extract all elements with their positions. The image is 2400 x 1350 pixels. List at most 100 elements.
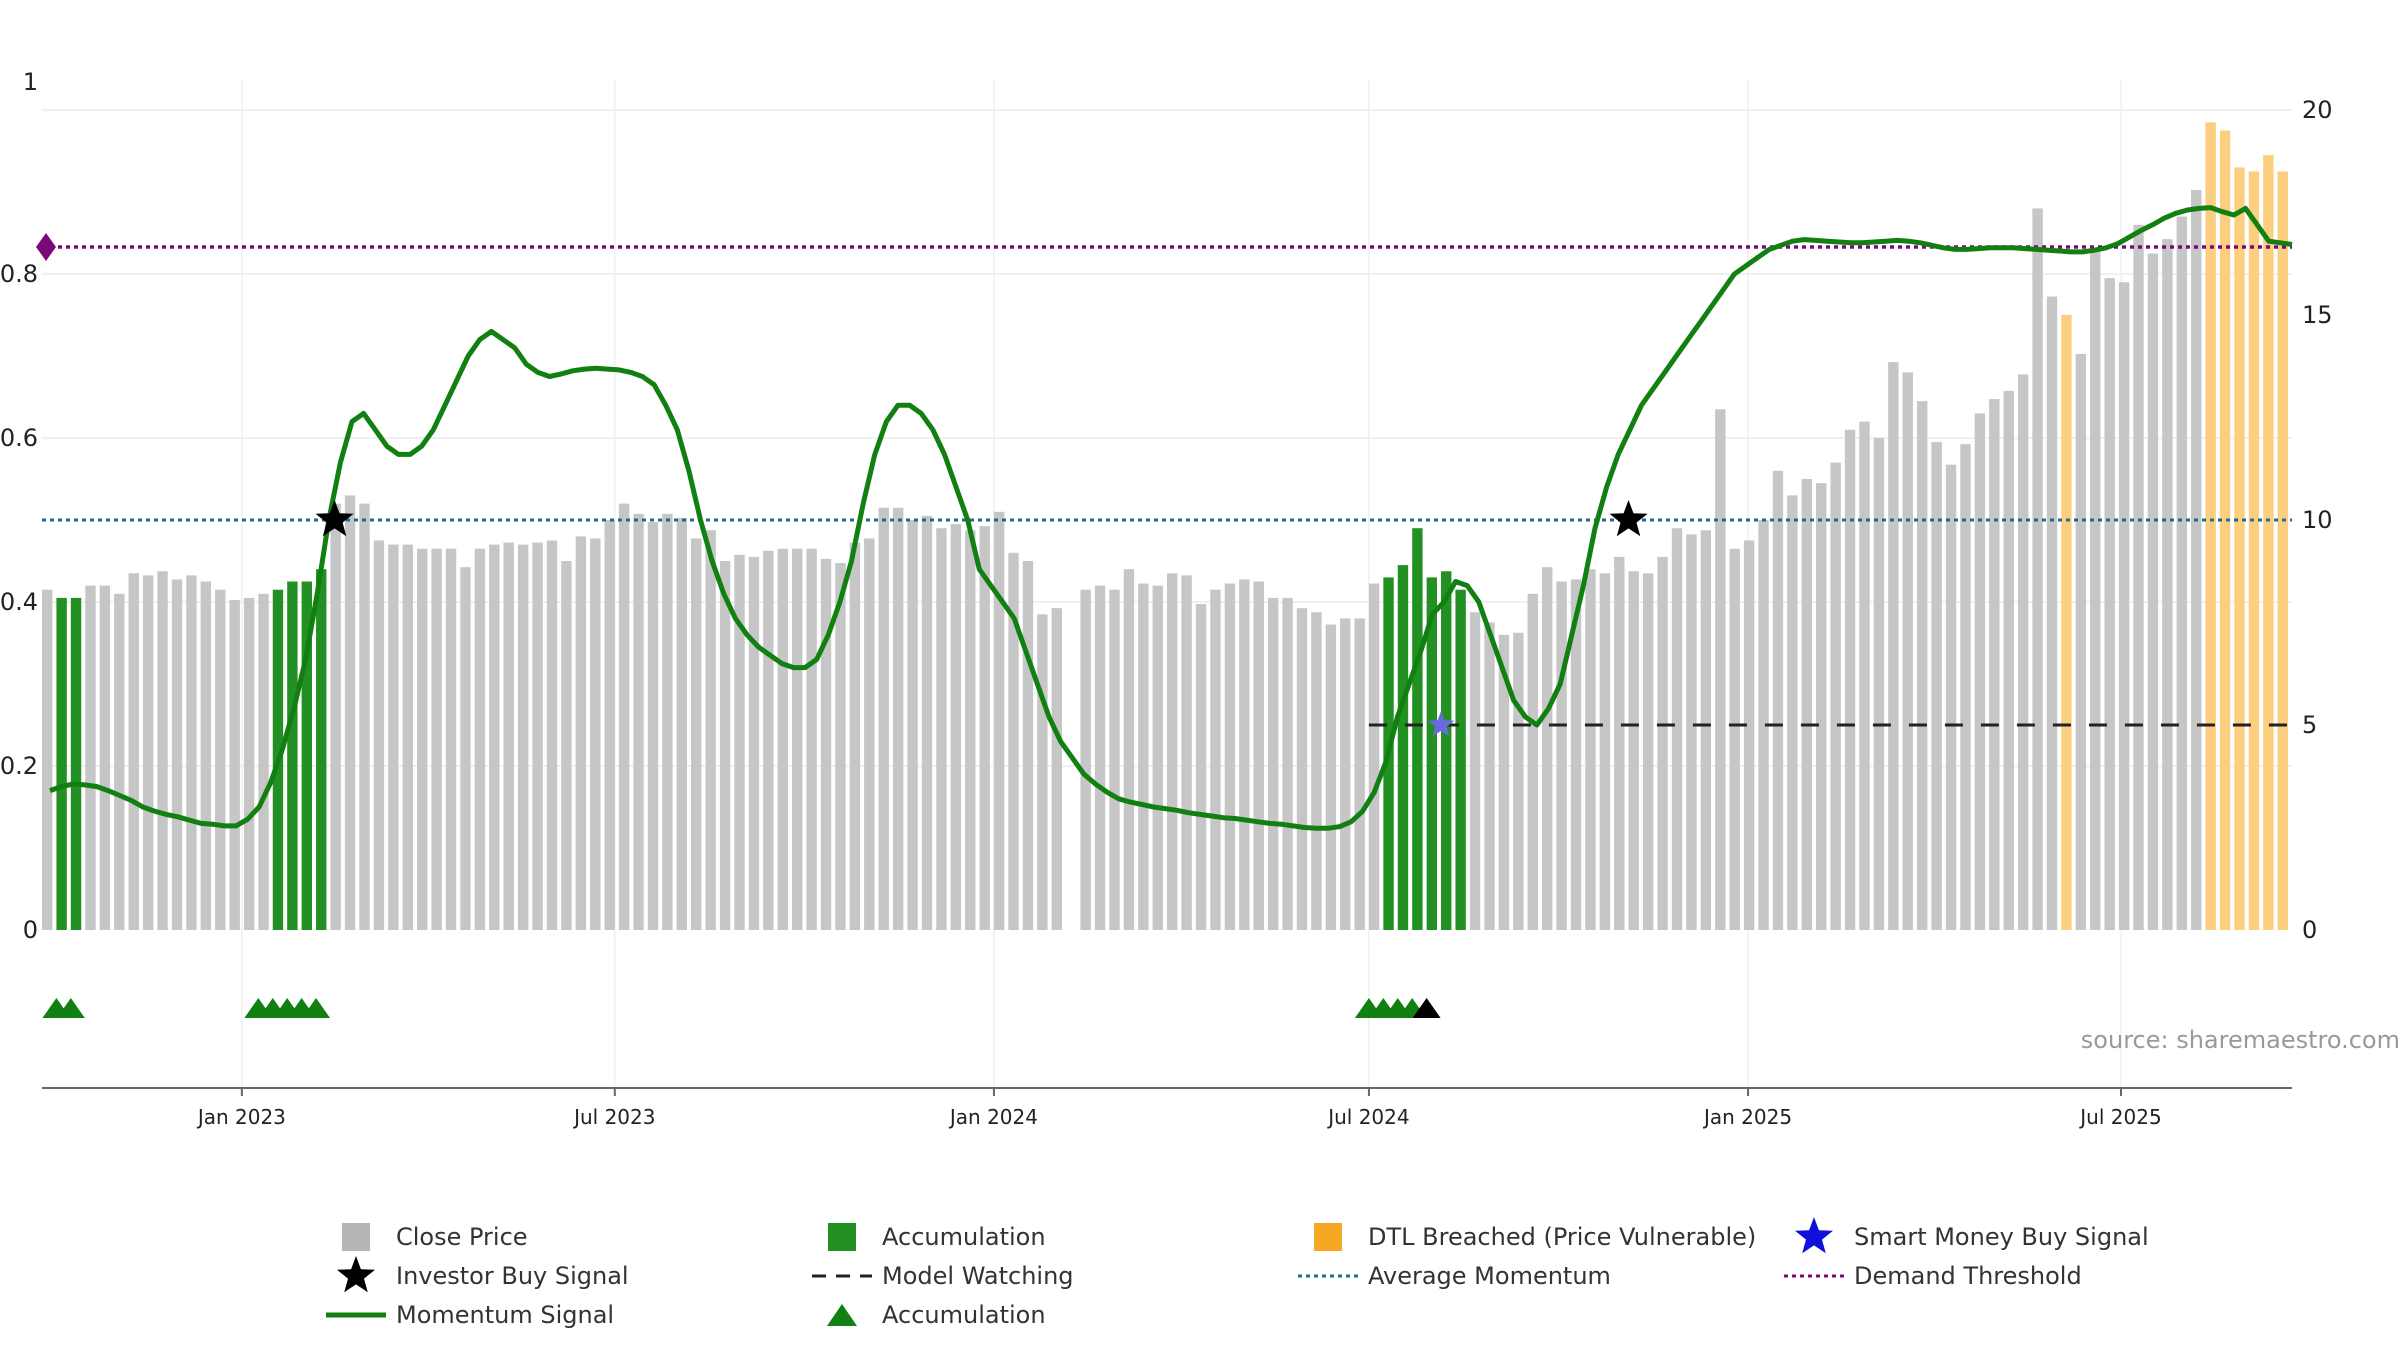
price-bar <box>1311 612 1322 930</box>
y-left-tick-label: 1 <box>23 68 38 96</box>
price-bar <box>2046 296 2058 930</box>
price-bar <box>344 495 356 930</box>
price-bar <box>1787 495 1798 930</box>
signal-markers <box>315 500 1648 737</box>
price-bar <box>186 575 197 930</box>
price-bar <box>1859 421 1870 930</box>
price-bar <box>1181 575 1192 930</box>
x-tick-label: Jul 2023 <box>572 1105 655 1129</box>
price-bar <box>1224 583 1236 930</box>
price-bar <box>1542 567 1553 930</box>
price-bar <box>1498 634 1510 930</box>
price-bar <box>1325 624 1337 930</box>
legend-label: Momentum Signal <box>396 1301 614 1329</box>
price-bar <box>1239 579 1250 930</box>
price-bar <box>633 513 644 930</box>
price-bar <box>1484 622 1495 930</box>
price-bar <box>2248 171 2260 930</box>
price-bar <box>1167 573 1178 930</box>
price-bar <box>2133 224 2144 931</box>
price-bar <box>1758 520 1769 930</box>
price-bar <box>878 507 889 930</box>
price-bar <box>1931 442 1942 930</box>
y-left-tick-label: 0 <box>23 916 38 944</box>
price-bar <box>431 548 442 930</box>
y-left-tick-label: 0.4 <box>0 588 38 616</box>
price-bar <box>1368 583 1380 930</box>
price-bar <box>1974 413 1986 930</box>
price-bar <box>2017 374 2029 930</box>
investor-buy-signal-star <box>315 500 354 537</box>
price-bar <box>1426 577 1437 930</box>
price-bar <box>474 548 486 930</box>
price-bar <box>1080 589 1091 930</box>
accumulation-triangle-black <box>1412 998 1441 1018</box>
price-bar <box>1296 608 1308 930</box>
price-bar <box>864 538 875 930</box>
y-right-tick-label: 10 <box>2302 506 2333 534</box>
price-bar <box>561 561 572 930</box>
legend-label: Model Watching <box>882 1262 1074 1290</box>
price-bar <box>618 503 630 930</box>
momentum-signal-line <box>49 205 2293 831</box>
price-bar <box>936 528 947 930</box>
price-bar <box>1989 399 2000 930</box>
price-bar <box>2263 155 2274 931</box>
price-bar <box>705 530 716 930</box>
legend-swatch <box>337 1256 375 1293</box>
price-bar <box>1051 608 1062 930</box>
price-bar <box>373 540 385 930</box>
price-bar <box>1642 573 1654 930</box>
price-bar <box>1037 614 1048 930</box>
price-bar <box>1397 565 1409 930</box>
price-bar <box>142 575 154 930</box>
price-bar <box>1628 571 1639 930</box>
price-bar <box>2147 253 2159 930</box>
y-right-tick-label: 0 <box>2302 916 2317 944</box>
price-bar <box>993 511 1005 930</box>
price-bar <box>243 597 255 930</box>
smart-money-buy-signal-star <box>1427 711 1455 737</box>
price-bar <box>128 573 139 930</box>
price-bar <box>691 538 702 930</box>
price-bar <box>42 589 53 930</box>
price-bar <box>2234 167 2245 930</box>
price-bar <box>258 593 269 930</box>
price-bar <box>489 544 500 930</box>
price-bar <box>1022 561 1034 930</box>
price-bar <box>2032 208 2043 930</box>
price-bar <box>99 585 111 930</box>
price-bar <box>287 581 298 930</box>
legend-label: Accumulation <box>882 1223 1046 1251</box>
price-bar <box>402 544 413 930</box>
price-bar <box>2205 122 2216 931</box>
price-bar <box>1960 444 1971 930</box>
price-bar <box>907 520 918 930</box>
y-left-tick-label: 0.6 <box>0 424 38 452</box>
price-bar <box>1873 438 1885 930</box>
price-bar <box>1008 552 1019 930</box>
price-bar <box>1729 548 1740 930</box>
legend-label: Demand Threshold <box>1854 1262 2082 1290</box>
legend-label: Average Momentum <box>1368 1262 1611 1290</box>
y-left-tick-label: 0.2 <box>0 752 38 780</box>
price-bar <box>849 542 861 930</box>
price-bar <box>532 542 543 930</box>
price-bar <box>719 561 731 930</box>
price-bar <box>575 536 587 930</box>
legend-label: Investor Buy Signal <box>396 1262 629 1290</box>
legend-swatch <box>1795 1217 1833 1254</box>
legend-label: DTL Breached (Price Vulnerable) <box>1368 1223 1756 1251</box>
price-bar <box>70 597 82 930</box>
price-bar <box>1614 556 1625 930</box>
price-bar <box>1527 593 1538 930</box>
price-bar <box>330 503 341 930</box>
price-bar <box>647 522 659 930</box>
price-bar <box>2090 249 2101 930</box>
price-bar <box>1801 479 1812 930</box>
x-tick-label: Jan 2024 <box>948 1105 1038 1129</box>
price-bar <box>2176 216 2187 931</box>
investor-buy-signal-star <box>1609 500 1648 537</box>
price-bar <box>171 579 183 930</box>
price-bar <box>1772 470 1784 930</box>
